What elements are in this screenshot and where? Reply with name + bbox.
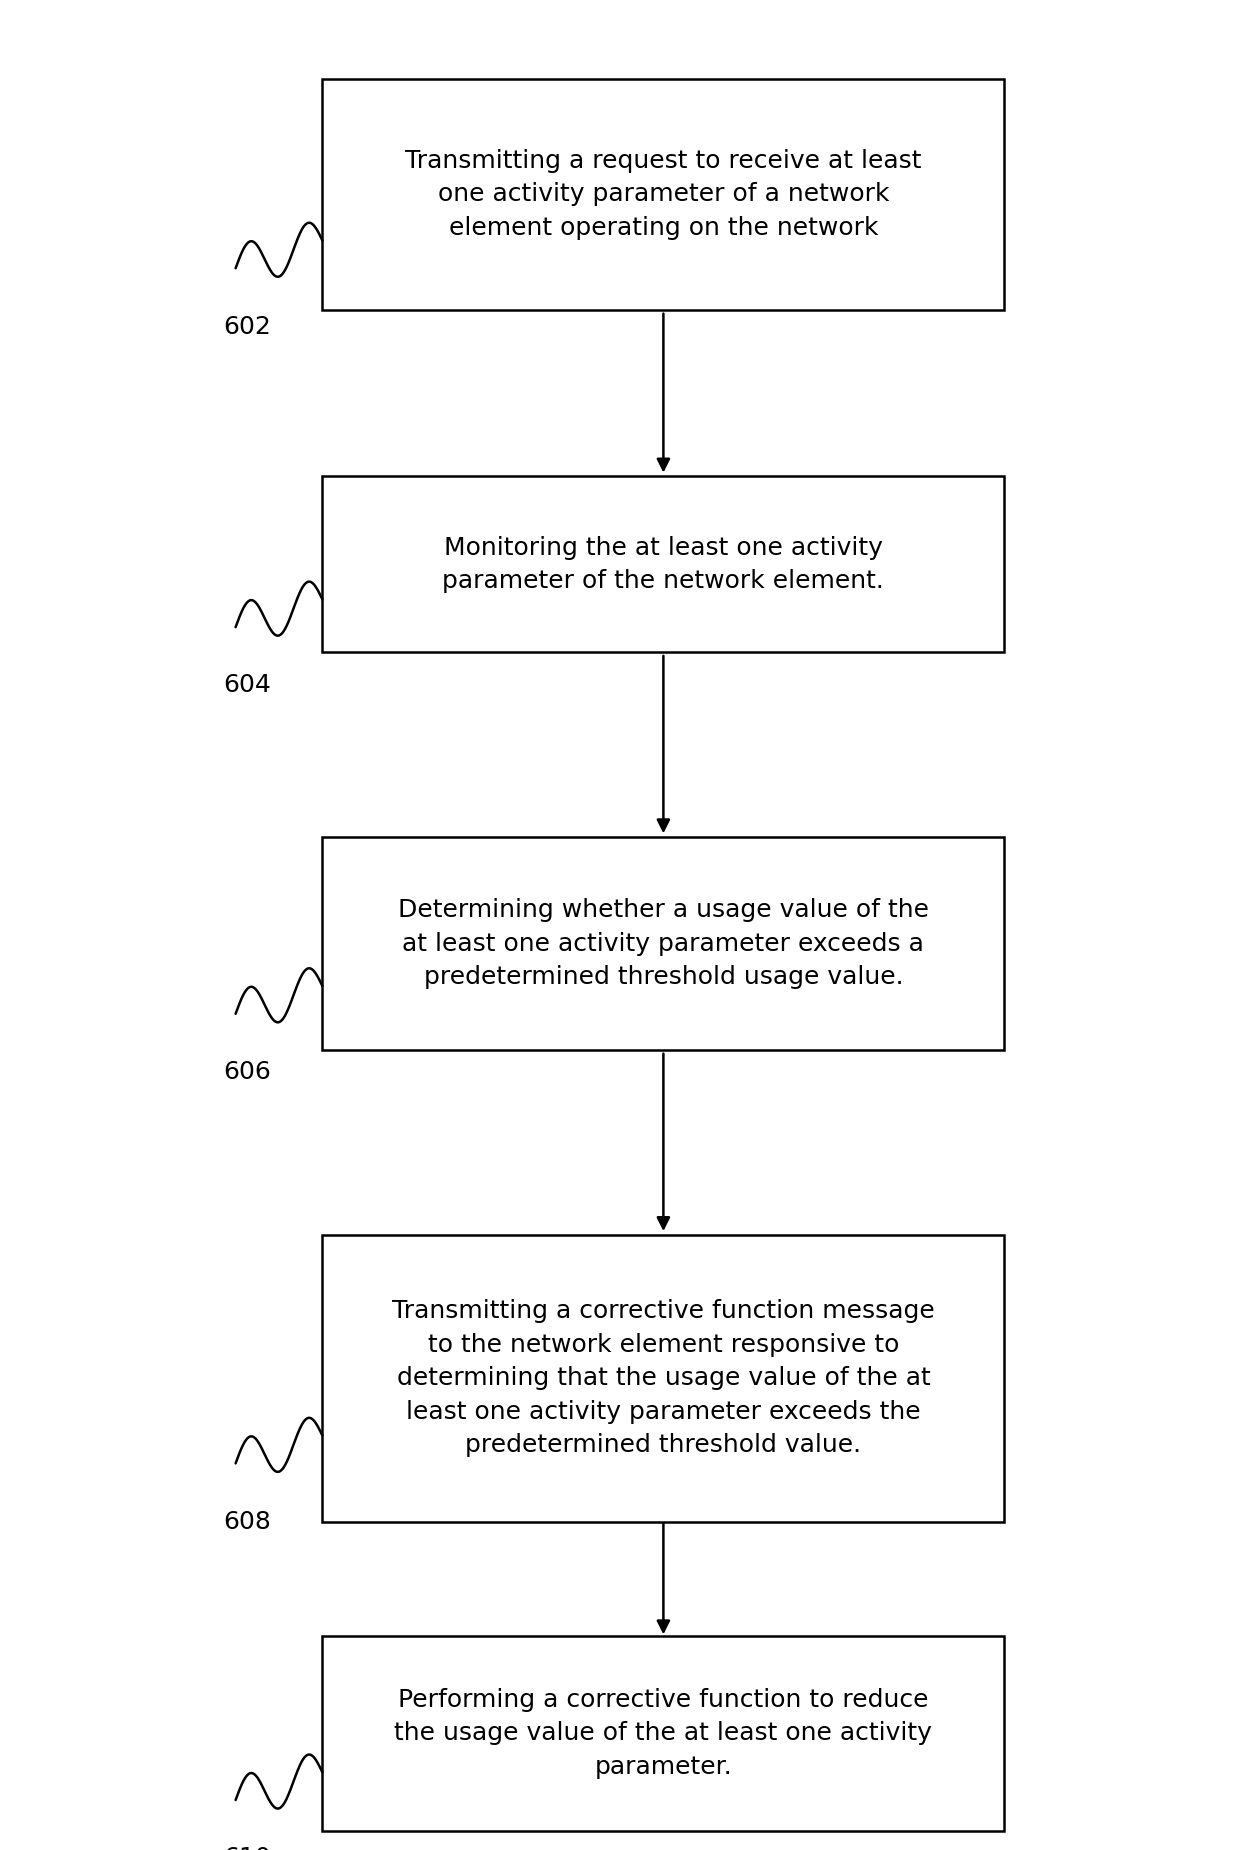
- Text: Transmitting a corrective function message
to the network element responsive to
: Transmitting a corrective function messa…: [392, 1299, 935, 1458]
- Bar: [322, 475, 1004, 653]
- Text: 608: 608: [223, 1510, 272, 1534]
- Text: 602: 602: [223, 314, 272, 339]
- Text: Determining whether a usage value of the
at least one activity parameter exceeds: Determining whether a usage value of the…: [398, 897, 929, 990]
- Bar: [322, 1236, 1004, 1521]
- Bar: [322, 836, 1004, 1051]
- Text: 606: 606: [223, 1060, 272, 1084]
- Text: Performing a corrective function to reduce
the usage value of the at least one a: Performing a corrective function to redu…: [394, 1687, 932, 1780]
- Text: Transmitting a request to receive at least
one activity parameter of a network
e: Transmitting a request to receive at lea…: [405, 148, 921, 240]
- Bar: [322, 1637, 1004, 1832]
- Text: 604: 604: [223, 673, 272, 697]
- Text: Monitoring the at least one activity
parameter of the network element.: Monitoring the at least one activity par…: [443, 535, 884, 594]
- Bar: [322, 78, 1004, 309]
- Text: 610: 610: [223, 1846, 272, 1850]
